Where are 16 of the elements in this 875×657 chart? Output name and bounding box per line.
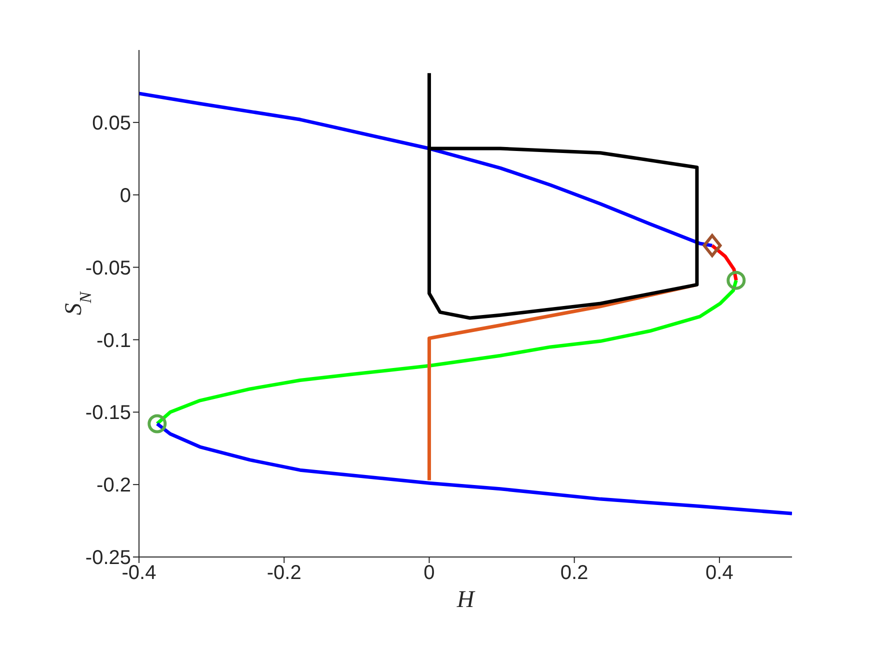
point xyxy=(726,270,746,290)
point xyxy=(148,414,167,434)
x-tick-label: -0.2 xyxy=(266,562,302,584)
x-axis-title: H xyxy=(456,587,476,613)
line-series xyxy=(427,71,699,320)
y-tick-label: 0 xyxy=(120,184,131,207)
x-tick-label: 0.2 xyxy=(560,562,588,584)
x-tick-label: 0 xyxy=(424,562,435,584)
y-tick-label: -0.25 xyxy=(85,547,131,570)
x-tick-label: 0.4 xyxy=(706,562,734,584)
y-tick-label: -0.15 xyxy=(85,402,131,424)
y-tick-label: -0.2 xyxy=(96,474,131,497)
y-tick-label: -0.05 xyxy=(85,257,131,280)
y-tick-label: 0.05 xyxy=(92,112,131,135)
y-tick-label: -0.1 xyxy=(96,330,131,352)
point xyxy=(702,234,722,258)
